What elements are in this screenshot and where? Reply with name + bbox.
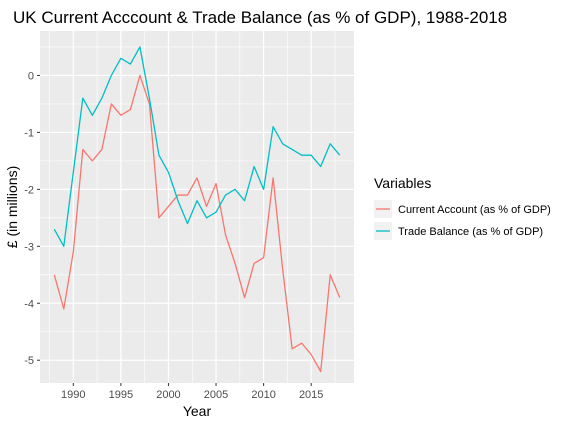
legend-label-1: Current Account (as % of GDP) bbox=[398, 204, 551, 216]
x-tick-label: 1995 bbox=[109, 389, 133, 401]
x-tick-label: 2000 bbox=[156, 389, 180, 401]
y-tick-label: 0 bbox=[28, 70, 34, 82]
x-tick-label: 2015 bbox=[299, 389, 323, 401]
plot-panel bbox=[40, 31, 354, 383]
legend-key-2 bbox=[374, 222, 392, 240]
y-axis-title: £ (in millions) bbox=[4, 166, 20, 248]
legend: Variables Current Account (as % of GDP) T… bbox=[374, 175, 551, 240]
x-tick-label: 2010 bbox=[251, 389, 275, 401]
legend-title: Variables bbox=[374, 175, 431, 191]
legend-label-2: Trade Balance (as % of GDP) bbox=[398, 226, 543, 238]
legend-key-1 bbox=[374, 200, 392, 218]
series-lines bbox=[53, 46, 341, 373]
x-axis-title: Year bbox=[183, 403, 212, 419]
y-tick-label: -2 bbox=[24, 184, 34, 196]
series-line-1 bbox=[53, 74, 341, 373]
chart-title: UK Current Acccount & Trade Balance (as … bbox=[13, 8, 507, 27]
y-tick-label: -5 bbox=[24, 355, 34, 367]
series-line-2 bbox=[53, 46, 341, 247]
legend-items: Current Account (as % of GDP) Trade Balan… bbox=[374, 200, 551, 240]
y-tick-label: -4 bbox=[24, 298, 34, 310]
major-gridlines bbox=[40, 31, 354, 383]
x-tick-label: 1990 bbox=[61, 389, 85, 401]
y-tick-label: -3 bbox=[24, 241, 34, 253]
y-axis-ticks: 0 -1 -2 -3 -4 -5 bbox=[24, 70, 40, 367]
x-axis-ticks: 1990 1995 2000 2005 2010 2015 bbox=[61, 383, 323, 401]
y-tick-label: -1 bbox=[24, 127, 34, 139]
x-tick-label: 2005 bbox=[204, 389, 228, 401]
